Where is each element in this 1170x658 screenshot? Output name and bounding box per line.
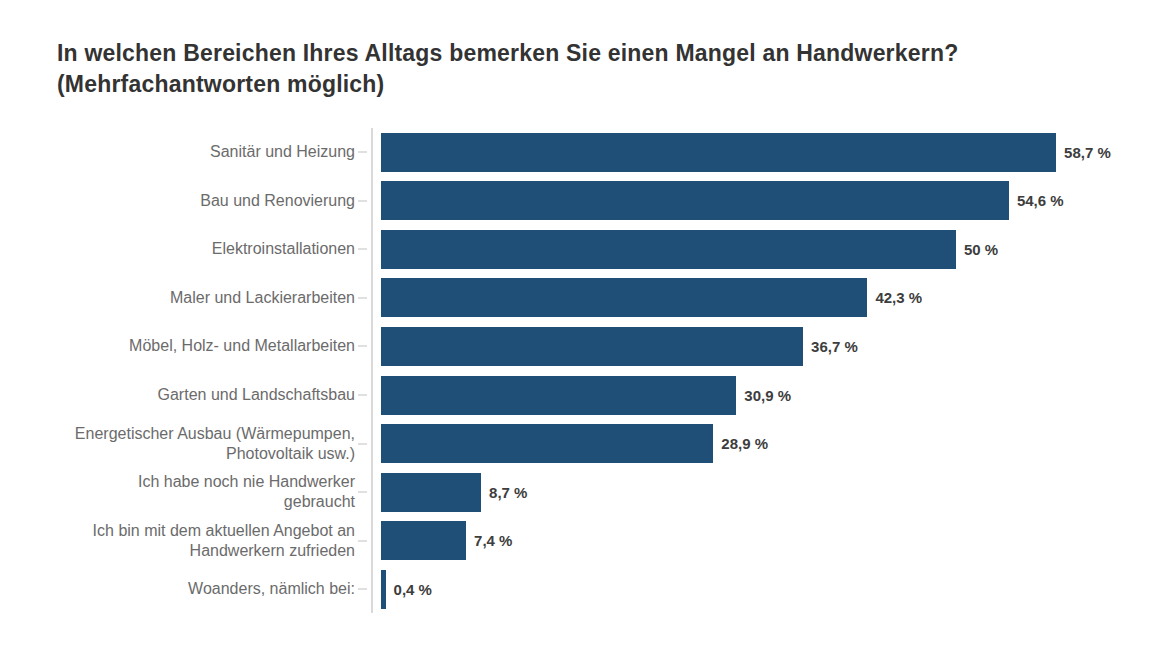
bar-row: Bau und Renovierung 54,6 % bbox=[0, 177, 1170, 226]
row-plot: 58,7 % bbox=[371, 128, 1170, 177]
axis-tick bbox=[358, 200, 367, 202]
bar bbox=[381, 521, 466, 560]
bar-chart: In welchen Bereichen Ihres Alltags bemer… bbox=[0, 0, 1170, 658]
row-plot: 8,7 % bbox=[371, 468, 1170, 517]
category-label: Energetischer Ausbau (Wärmepumpen, Photo… bbox=[55, 424, 355, 464]
bar-row: Ich habe noch nie Handwerker gebraucht 8,… bbox=[0, 468, 1170, 517]
row-plot: 0,4 % bbox=[371, 565, 1170, 614]
bar bbox=[381, 133, 1056, 172]
value-label: 50 % bbox=[964, 241, 998, 258]
value-label: 36,7 % bbox=[811, 338, 858, 355]
bar bbox=[381, 570, 386, 609]
bar bbox=[381, 424, 713, 463]
axis-tick bbox=[358, 443, 367, 445]
axis-tick bbox=[358, 297, 367, 299]
bar-row: Ich bin mit dem aktuellen Angebot an Han… bbox=[0, 516, 1170, 565]
bar bbox=[381, 278, 867, 317]
value-label: 30,9 % bbox=[744, 387, 791, 404]
category-label: Möbel, Holz- und Metallarbeiten bbox=[55, 336, 355, 356]
row-plot: 50 % bbox=[371, 225, 1170, 274]
bar-row: Maler und Lackierarbeiten 42,3 % bbox=[0, 274, 1170, 323]
bar bbox=[381, 181, 1009, 220]
axis-tick bbox=[358, 345, 367, 347]
bar-row: Energetischer Ausbau (Wärmepumpen, Photo… bbox=[0, 419, 1170, 468]
bar bbox=[381, 230, 956, 269]
row-plot: 42,3 % bbox=[371, 274, 1170, 323]
value-label: 42,3 % bbox=[875, 289, 922, 306]
value-label: 28,9 % bbox=[721, 435, 768, 452]
category-label: Garten und Landschaftsbau bbox=[55, 385, 355, 405]
row-plot: 30,9 % bbox=[371, 371, 1170, 420]
row-plot: 7,4 % bbox=[371, 516, 1170, 565]
bar-row: Möbel, Holz- und Metallarbeiten 36,7 % bbox=[0, 322, 1170, 371]
axis-tick bbox=[358, 248, 367, 250]
category-label: Woanders, nämlich bei: bbox=[55, 579, 355, 599]
axis-tick bbox=[358, 394, 367, 396]
bar bbox=[381, 376, 736, 415]
bar bbox=[381, 327, 803, 366]
row-plot: 28,9 % bbox=[371, 419, 1170, 468]
bar-row: Woanders, nämlich bei: 0,4 % bbox=[0, 565, 1170, 614]
category-label: Bau und Renovierung bbox=[55, 191, 355, 211]
axis-tick bbox=[358, 588, 367, 590]
axis-tick bbox=[358, 151, 367, 153]
category-label: Ich habe noch nie Handwerker gebraucht bbox=[55, 472, 355, 512]
value-label: 0,4 % bbox=[394, 581, 432, 598]
category-label: Maler und Lackierarbeiten bbox=[55, 288, 355, 308]
axis-tick bbox=[358, 540, 367, 542]
category-label: Elektroinstallationen bbox=[55, 239, 355, 259]
axis-tick bbox=[358, 491, 367, 493]
chart-title: In welchen Bereichen Ihres Alltags bemer… bbox=[57, 38, 1137, 100]
bar-row: Garten und Landschaftsbau 30,9 % bbox=[0, 371, 1170, 420]
row-plot: 54,6 % bbox=[371, 177, 1170, 226]
row-plot: 36,7 % bbox=[371, 322, 1170, 371]
value-label: 8,7 % bbox=[489, 484, 527, 501]
bar bbox=[381, 473, 481, 512]
value-label: 54,6 % bbox=[1017, 192, 1064, 209]
bar-row: Elektroinstallationen 50 % bbox=[0, 225, 1170, 274]
bar-row: Sanitär und Heizung 58,7 % bbox=[0, 128, 1170, 177]
category-label: Ich bin mit dem aktuellen Angebot an Han… bbox=[55, 521, 355, 561]
value-label: 58,7 % bbox=[1064, 144, 1111, 161]
value-label: 7,4 % bbox=[474, 532, 512, 549]
plot-area: Sanitär und Heizung 58,7 % Bau und Renovie… bbox=[0, 128, 1170, 613]
category-label: Sanitär und Heizung bbox=[55, 142, 355, 162]
